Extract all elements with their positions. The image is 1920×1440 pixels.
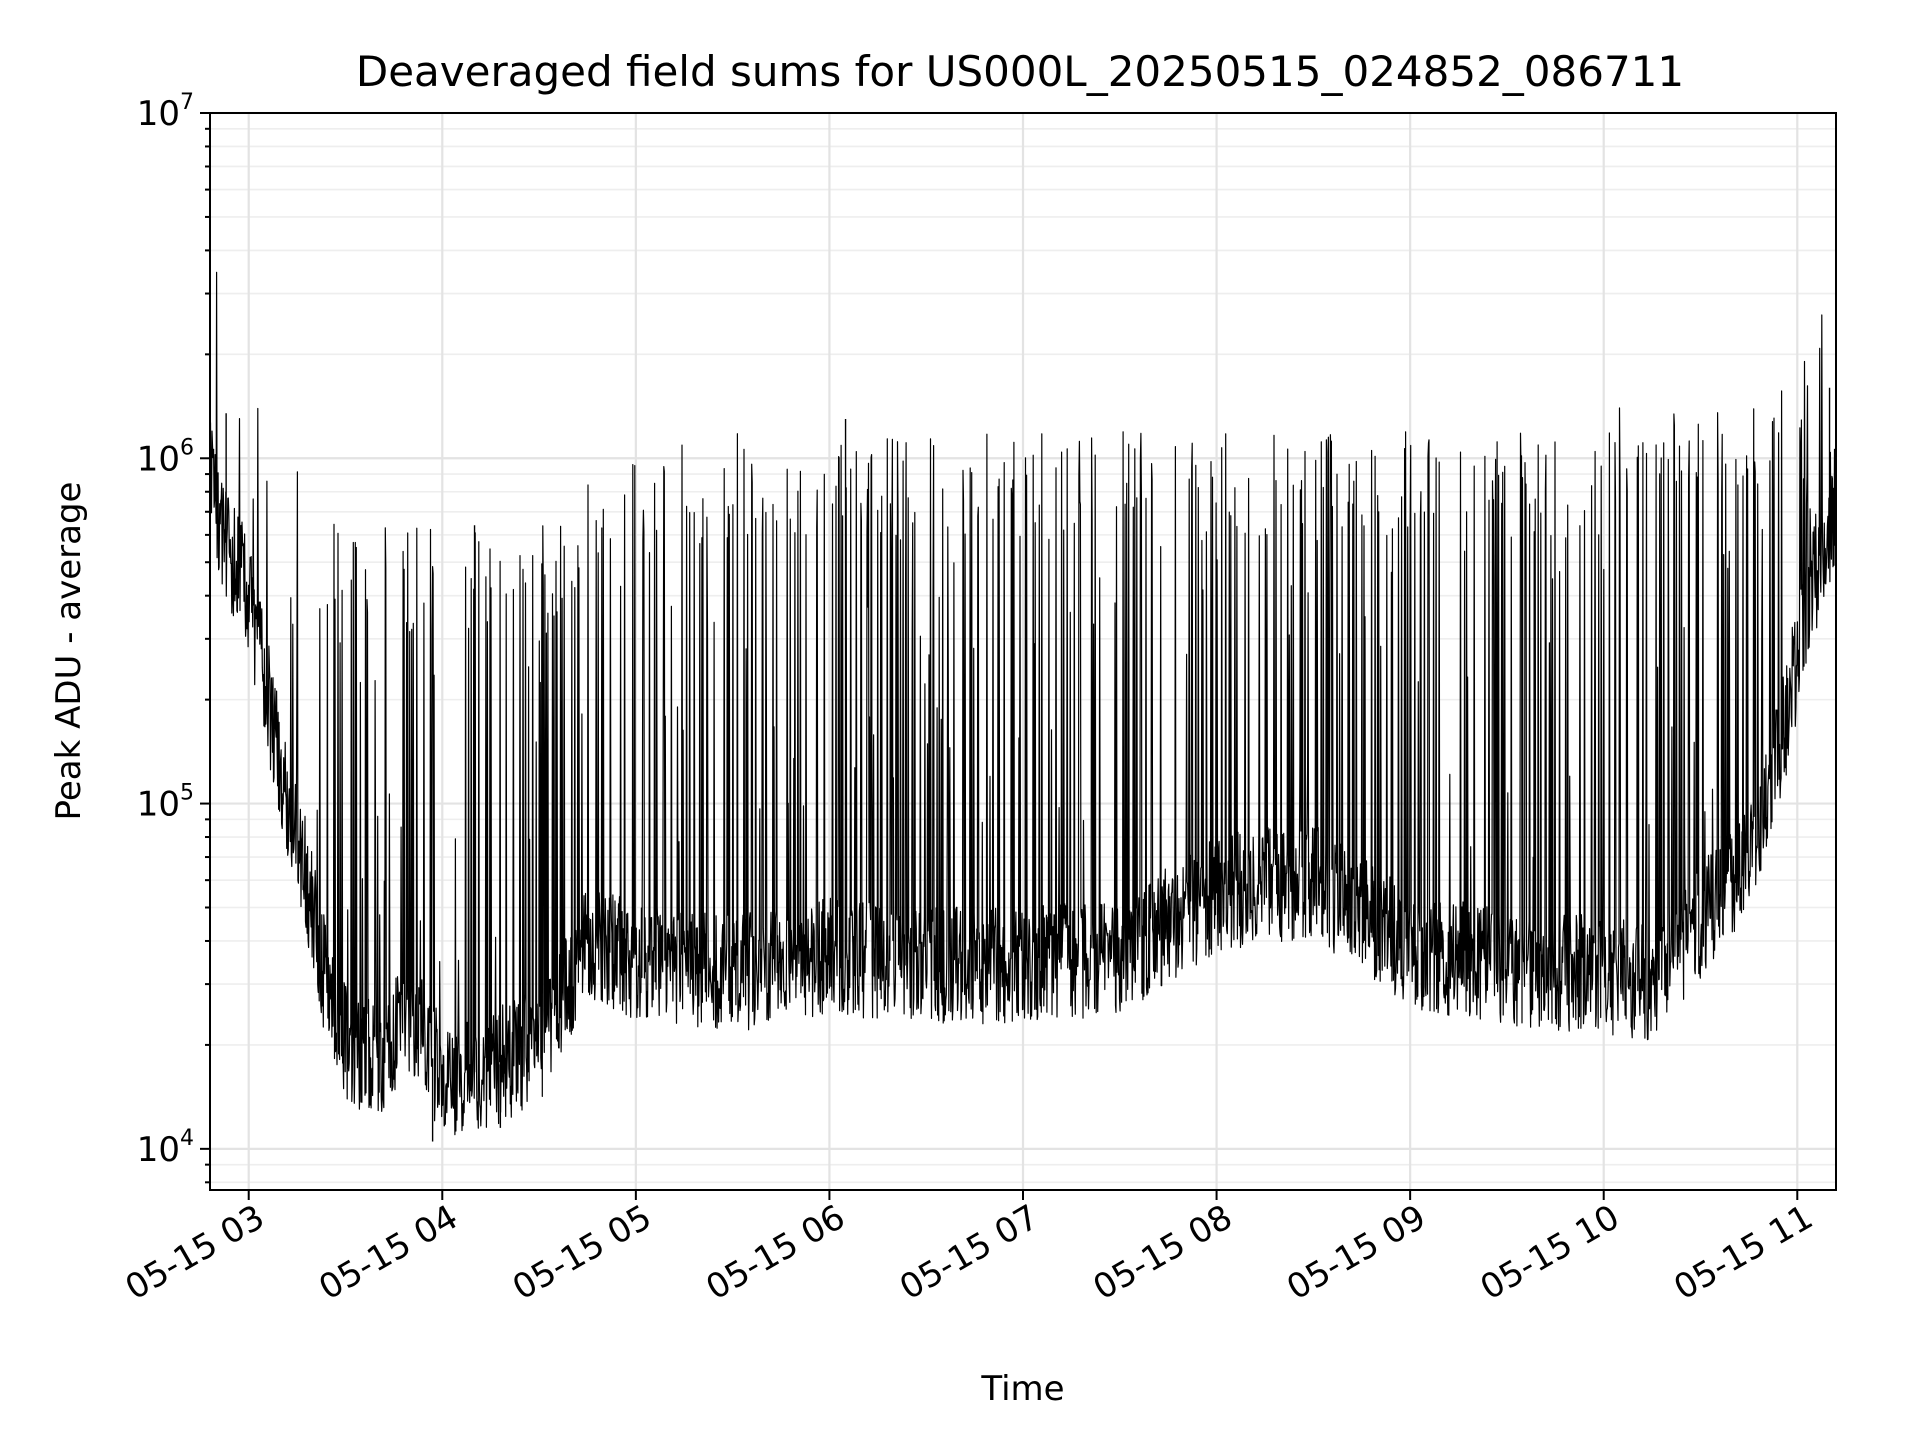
y-tick-label: 106 [137, 435, 194, 479]
x-tick-label: 05-15 09 [1280, 1197, 1432, 1308]
x-tick-label: 05-15 10 [1474, 1197, 1626, 1308]
x-tick-label: 05-15 06 [700, 1197, 852, 1308]
y-axis: 104 105 106 107 [137, 90, 210, 1184]
x-tick-label: 05-15 04 [312, 1197, 464, 1308]
series-line [209, 271, 1837, 1136]
x-tick-label: 05-15 05 [506, 1197, 658, 1308]
grid [210, 111, 1836, 1190]
x-tick-label: 05-15 03 [119, 1197, 271, 1308]
x-tick-label: 05-15 11 [1667, 1197, 1819, 1308]
y-tick-label: 104 [137, 1126, 194, 1170]
x-axis: 05-15 03 05-15 04 05-15 05 05-15 06 05-15 07… [119, 1190, 1820, 1308]
x-axis-label: Time [980, 1369, 1064, 1409]
series-layer [209, 271, 1837, 1142]
x-tick-label: 05-15 08 [1087, 1197, 1239, 1308]
y-axis-label: Peak ADU - average [49, 482, 89, 821]
chart-title: Deaveraged field sums for US000L_2025051… [356, 47, 1684, 96]
x-tick-label: 05-15 07 [893, 1197, 1045, 1308]
y-tick-label: 105 [137, 781, 194, 825]
y-tick-label: 107 [137, 90, 194, 134]
